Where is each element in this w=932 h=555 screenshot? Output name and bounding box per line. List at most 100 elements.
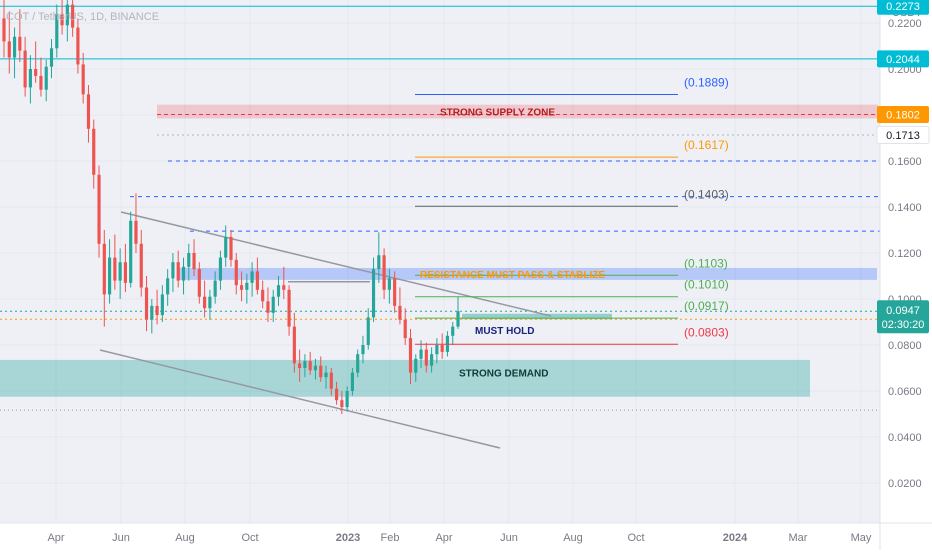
zone-rect <box>0 359 810 397</box>
candle-body <box>92 128 96 175</box>
candle-body <box>123 262 128 283</box>
price-tick-label: 0.1600 <box>888 156 922 168</box>
candle-body <box>366 317 370 345</box>
current-price-countdown: 02:30:20 <box>882 319 925 331</box>
price-tick-label: 0.0200 <box>888 478 922 490</box>
candle-body <box>171 262 175 279</box>
candle-body <box>76 27 80 65</box>
candle-body <box>356 354 360 373</box>
candle-body <box>203 296 207 309</box>
candle-body <box>377 255 381 270</box>
candle-body <box>229 236 233 260</box>
candle-body <box>7 41 11 58</box>
candle-body <box>382 255 386 290</box>
zones <box>0 104 878 397</box>
candle-body <box>34 69 38 76</box>
candle-body <box>60 13 64 26</box>
price-badge-bg <box>876 126 930 145</box>
candle-body <box>361 345 365 355</box>
time-axis[interactable]: Apr Jun Aug Oct 2023 Feb Apr Jun Aug Oct 2024 Mar Ma… <box>47 532 871 544</box>
zone-label: STRONG SUPPLY ZONE <box>440 108 555 119</box>
candle-body <box>18 36 22 51</box>
time-tick-label: 2024 <box>723 532 748 544</box>
price-badge-text: 0.2273 <box>886 1 920 13</box>
time-tick-label: 2023 <box>336 532 360 544</box>
candle-body <box>181 266 186 281</box>
current-price-value: 0.0947 <box>886 305 920 317</box>
candle-body <box>187 253 191 267</box>
zone-label: RESISTANCE MUST PASS & STABLIZE <box>420 270 605 281</box>
candle-body <box>255 271 259 290</box>
price-badge-bg <box>877 50 929 68</box>
candle-body <box>134 220 138 244</box>
time-tick-label: Feb <box>381 532 400 544</box>
time-tick-label: Apr <box>435 532 452 544</box>
candle-body <box>350 372 355 391</box>
candle-body <box>234 259 238 286</box>
candle-body <box>456 311 460 327</box>
candle-body <box>292 326 296 364</box>
candle-body <box>435 345 439 355</box>
candle-body <box>303 361 307 368</box>
level-label: (0.1889) <box>684 76 729 90</box>
candle-body <box>430 354 434 366</box>
price-badge-bg <box>877 0 929 15</box>
grid <box>0 0 880 523</box>
candle-body <box>213 280 217 297</box>
candle-body <box>49 48 54 67</box>
candle-body <box>334 388 339 401</box>
candle-body <box>224 236 228 258</box>
level-label: (0.1617) <box>684 138 729 152</box>
candle-body <box>155 305 159 316</box>
candle-body <box>97 174 101 244</box>
candle-body <box>144 287 149 320</box>
candle-body <box>387 278 391 290</box>
price-tick-label: 0.2200 <box>888 18 922 30</box>
price-badge-bg <box>877 106 929 124</box>
channel-lower-line <box>99 349 501 449</box>
time-tick-label: Mar <box>789 532 808 544</box>
level-label: (0.1403) <box>684 187 729 201</box>
candle-body <box>113 257 117 281</box>
fib-levels: (0.1889) (0.1617) (0.1403) (0.1103) (0.1010)… <box>415 76 729 345</box>
candle-body <box>424 349 428 366</box>
candle-body <box>324 372 328 378</box>
plot-area[interactable] <box>0 0 880 523</box>
candle-body <box>245 282 249 290</box>
candle-body <box>266 301 270 313</box>
time-tick-label: Oct <box>627 532 644 544</box>
time-tick-label: Aug <box>175 532 195 544</box>
candle-body <box>371 269 376 318</box>
candle-body <box>345 391 349 408</box>
candle-body <box>451 326 455 336</box>
candle-body <box>408 338 413 373</box>
candle-body <box>192 253 196 270</box>
candle-body <box>129 220 133 283</box>
candle-body <box>12 36 17 58</box>
candle-body <box>86 94 91 129</box>
candle-body <box>313 365 318 371</box>
zone-rect <box>178 267 877 280</box>
trend-channel <box>99 211 552 449</box>
level-label: (0.0917) <box>684 299 729 313</box>
time-tick-label: Jun <box>500 532 518 544</box>
candle-body <box>319 365 323 378</box>
price-badges: 0.22730.20440.18020.17130.09120.094702:3… <box>876 0 930 334</box>
candle-body <box>28 69 32 88</box>
candle-body <box>65 4 69 26</box>
candle-body <box>44 66 48 90</box>
price-badge-text: 0.1802 <box>886 110 920 122</box>
candle-body <box>55 13 59 49</box>
zone-label: MUST HOLD <box>475 326 534 337</box>
candle-body <box>398 305 402 320</box>
candle-body <box>287 289 291 327</box>
candle-body <box>208 296 212 309</box>
candle-body <box>71 4 75 28</box>
candle-body <box>81 64 85 95</box>
zone-label: STRONG DEMAND <box>459 368 548 379</box>
channel-upper-line <box>120 211 552 317</box>
candle-body <box>276 285 281 297</box>
candle-body <box>107 257 112 295</box>
